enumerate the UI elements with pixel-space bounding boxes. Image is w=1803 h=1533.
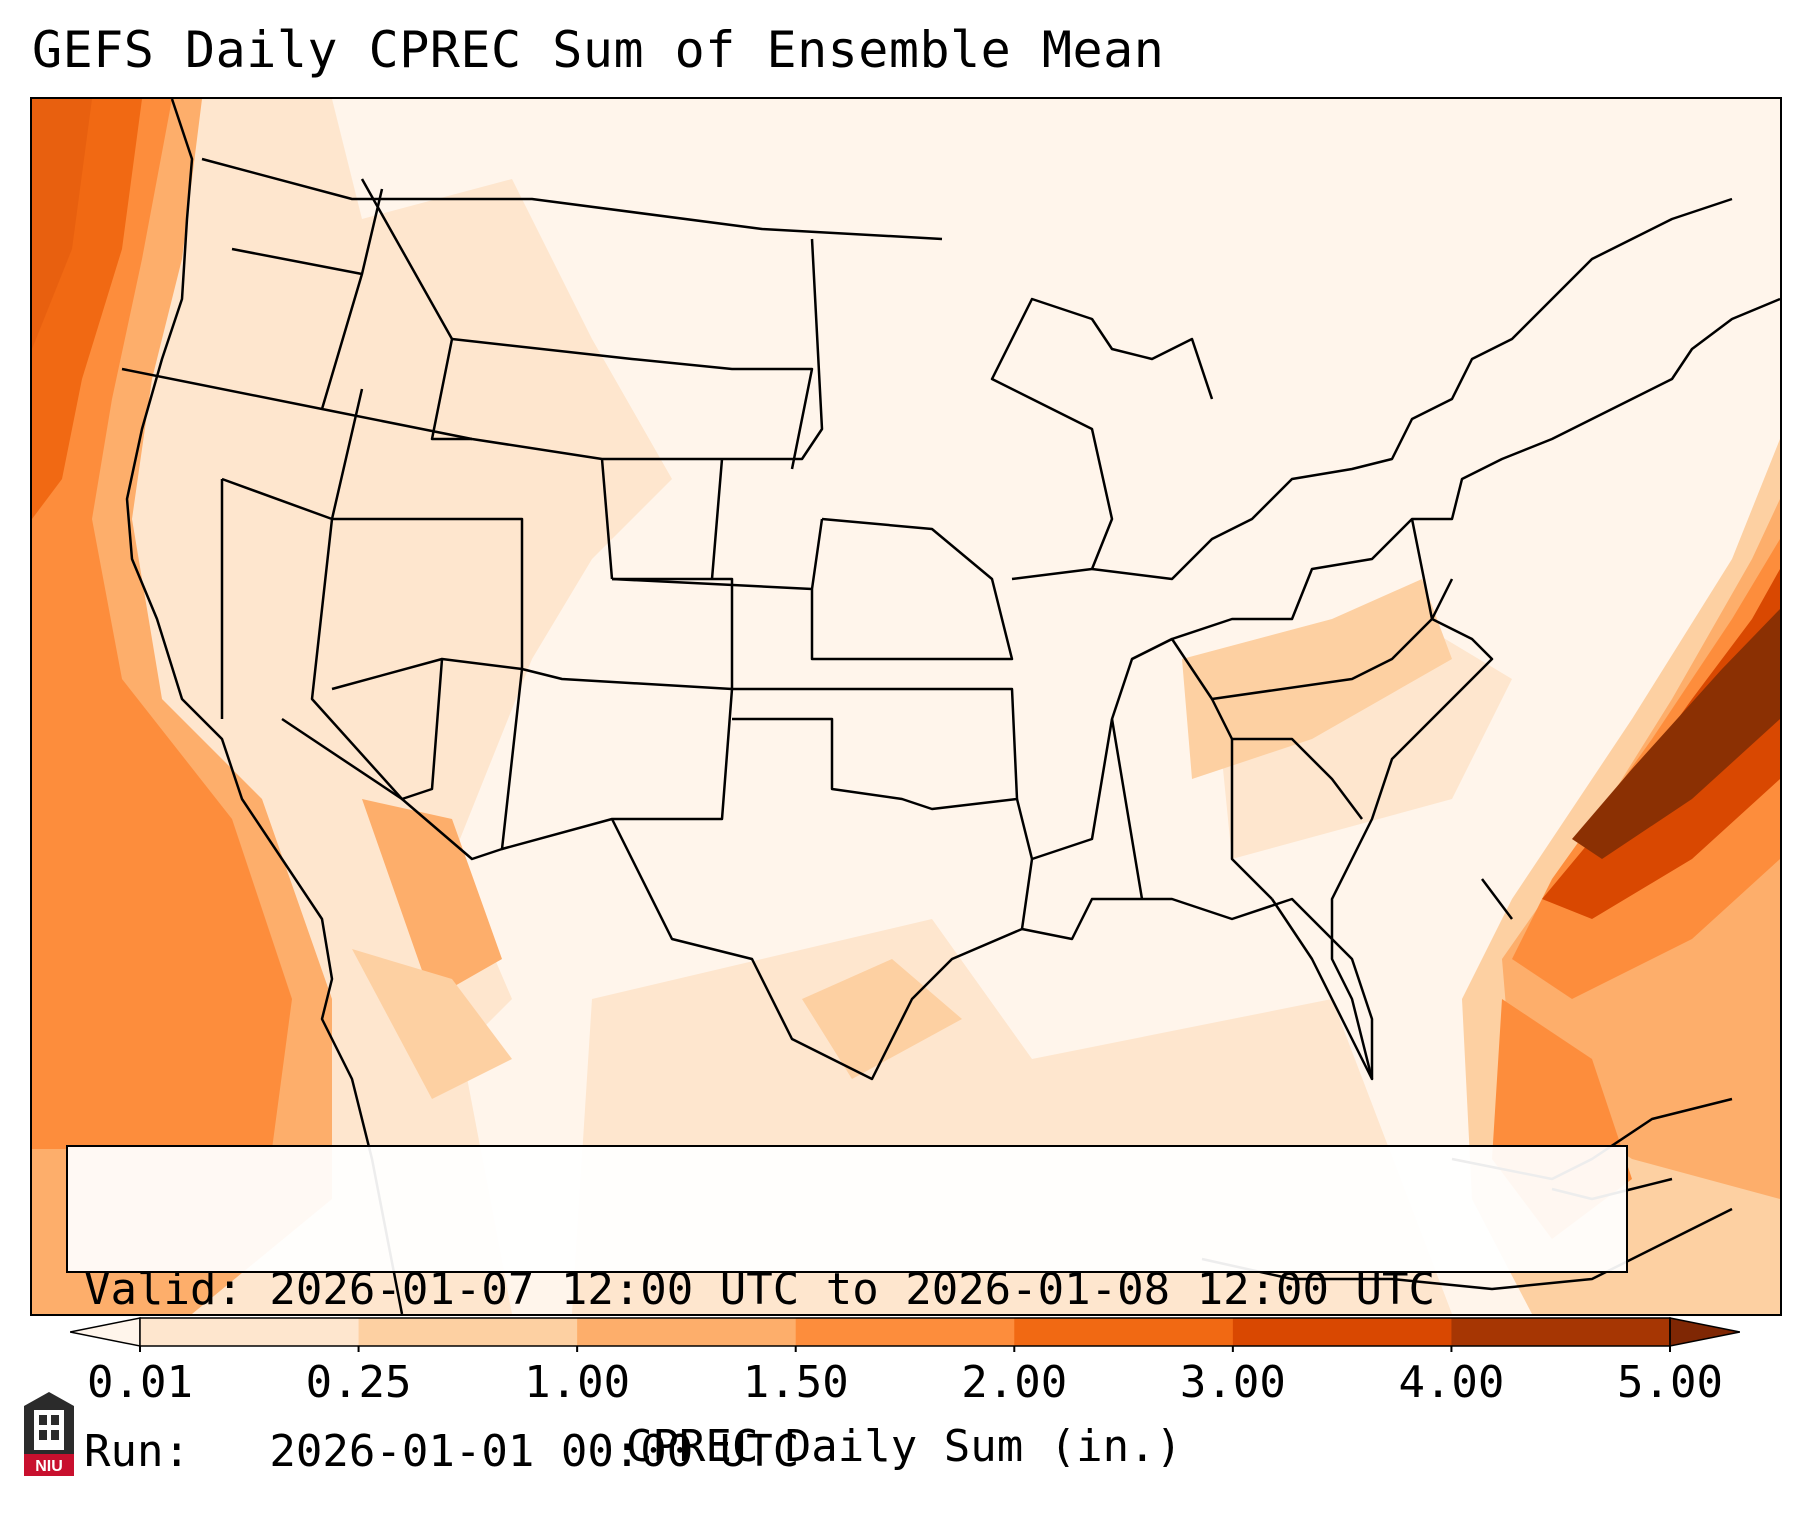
colorbar-tick-label: 2.00 [961, 1357, 1068, 1408]
precip-shading [32, 99, 1780, 1314]
colorbar-tick-label: 3.00 [1179, 1357, 1286, 1408]
colorbar-ticks [139, 1346, 1671, 1352]
colorbar-extend-high [1669, 1317, 1740, 1347]
colorbar-segment [1451, 1318, 1671, 1346]
colorbar-segment [358, 1318, 578, 1346]
colorbar-tick-label: 5.00 [1617, 1357, 1723, 1408]
valid-time-text: Valid: 2026-01-07 12:00 UTC to 2026-01-0… [84, 1264, 1436, 1315]
colorbar-label: CPREC Daily Sum (in.) [625, 1421, 1183, 1472]
run-time-text: Run: 2026-01-01 00:00 UTC [84, 1426, 800, 1477]
colorbar-segments [70, 1317, 1740, 1347]
colorbar-extend-low [70, 1317, 141, 1347]
colorbar-segment [1232, 1318, 1452, 1346]
valid-run-info-box: Valid: 2026-01-07 12:00 UTC to 2026-01-0… [66, 1145, 1628, 1477]
colorbar-tick-label: 0.01 [87, 1357, 193, 1408]
colorbar-tick-label: 1.00 [524, 1357, 631, 1408]
boundaries [121, 99, 1780, 1314]
colorbar-segment [1014, 1318, 1234, 1346]
colorbar-segment [577, 1318, 797, 1346]
colorbar-segment [795, 1318, 1015, 1346]
colorbar [70, 1317, 1740, 1352]
niu-logo-text: NIU [35, 1458, 63, 1475]
colorbar-outline [139, 1317, 1671, 1347]
colorbar-segment [140, 1318, 360, 1346]
map-title: GEFS Daily CPREC Sum of Ensemble Mean [32, 21, 1165, 79]
colorbar-tick-label: 4.00 [1398, 1357, 1505, 1408]
niu-building-icon: NIU [24, 1392, 74, 1476]
colorbar-tick-label: 0.25 [305, 1357, 412, 1408]
map-panel[interactable] [30, 97, 1782, 1316]
precip-map [32, 99, 1780, 1314]
colorbar-tick-label: 1.50 [742, 1357, 849, 1408]
